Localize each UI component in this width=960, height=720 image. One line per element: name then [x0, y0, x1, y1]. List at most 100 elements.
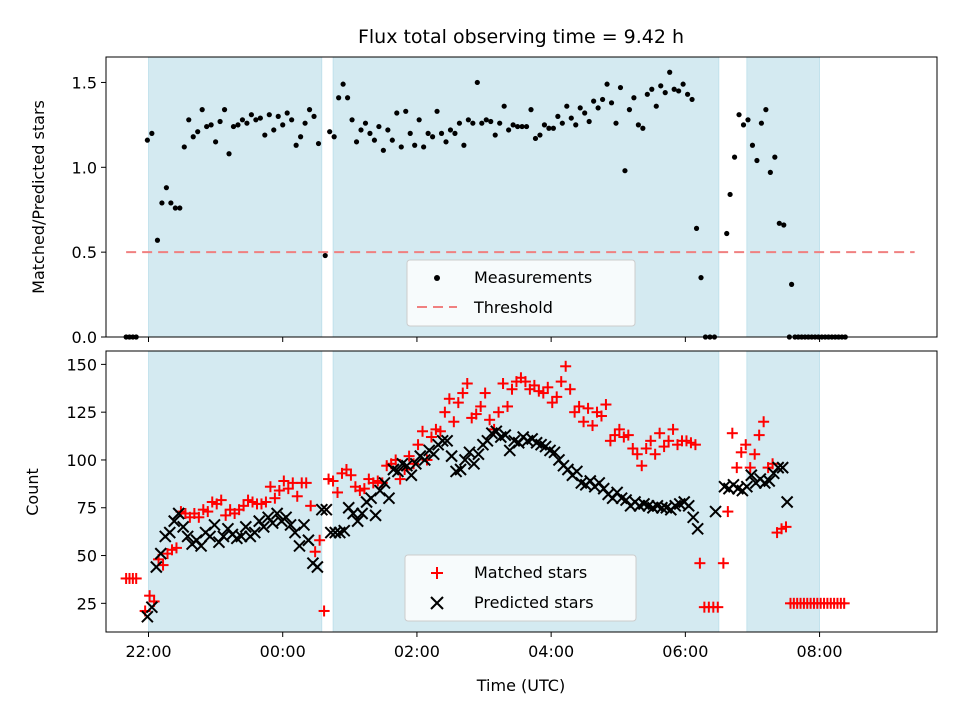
matched-point — [434, 425, 446, 437]
top-y-tick-label: 0.5 — [72, 243, 97, 262]
bottom-x-axis-ticks: 22:00 00:00 02:00 04:00 06:00 08:00 — [125, 632, 843, 661]
matched-point — [425, 431, 437, 443]
measurement-point — [452, 130, 458, 136]
measurement-point — [407, 130, 413, 136]
matched-point — [193, 511, 205, 523]
bottom-y-tick-label: 125 — [66, 403, 97, 422]
bottom-y-tick-label: 75 — [77, 499, 97, 518]
predicted-point — [168, 514, 181, 528]
predicted-point — [771, 461, 785, 474]
matched-point — [327, 475, 339, 487]
predicted-point — [382, 491, 396, 505]
measurement-point — [514, 123, 521, 130]
matched-point — [502, 400, 514, 412]
matched-point — [269, 492, 281, 504]
bottom-shaded-interval-0 — [148, 350, 323, 633]
matched-point — [220, 509, 232, 521]
x-tick-label: 02:00 — [394, 642, 440, 661]
matched-point — [735, 446, 747, 458]
bottom-y-tick-label: 25 — [77, 594, 97, 613]
measurement-point — [154, 237, 161, 243]
predicted-point — [338, 524, 351, 537]
predicted-point — [745, 469, 758, 482]
measurement-point — [380, 147, 386, 153]
measurement-point — [331, 134, 337, 140]
matched-point — [551, 391, 563, 403]
predicted-point — [346, 507, 360, 520]
predicted-point — [235, 530, 248, 543]
predicted-point — [239, 520, 253, 534]
measurement-point — [492, 132, 498, 138]
matched-point — [740, 439, 752, 451]
matched-point — [600, 399, 612, 411]
measurement-point — [293, 142, 299, 148]
bottom-panel: 25 50 75 100 125 150 22:00 00:00 02:00 04:00 06:0… — [23, 350, 938, 695]
measurement-point — [429, 134, 436, 140]
predicted-point — [297, 518, 311, 532]
matched-point — [144, 590, 156, 602]
measurement-point — [208, 122, 214, 128]
matched-point — [278, 475, 290, 487]
measurement-point — [644, 91, 650, 97]
measurement-point — [470, 120, 476, 126]
measurement-point — [416, 117, 422, 123]
matched-point — [519, 376, 531, 388]
matched-point — [461, 377, 473, 389]
bottom-y-axis-ticks: 25 50 75 100 125 150 — [66, 355, 106, 613]
measurement-point — [662, 90, 668, 96]
predicted-point — [181, 530, 194, 543]
matched-point — [640, 442, 652, 454]
measurement-point — [617, 84, 624, 91]
predicted-stars-points — [141, 425, 794, 623]
top-y-tick-label: 1.0 — [72, 158, 97, 177]
predicted-point — [141, 610, 154, 623]
measurement-point — [412, 142, 418, 148]
measurement-point — [284, 110, 290, 116]
predicted-point — [311, 560, 324, 574]
matched-point — [309, 546, 321, 558]
top-y-axis-ticks: 0.0 0.5 1.0 1.5 — [72, 73, 106, 347]
measurement-point — [322, 252, 328, 259]
measurement-point — [698, 275, 704, 281]
predicted-point — [440, 434, 454, 448]
top-legend: Measurements Threshold — [406, 259, 636, 327]
measurement-point — [461, 142, 467, 148]
x-tick-label: 00:00 — [260, 642, 306, 661]
measurement-point — [568, 115, 574, 121]
measurement-point — [253, 117, 259, 123]
top-chart-title: Flux total observing time = 9.42 h — [358, 26, 684, 48]
measurement-point — [772, 154, 778, 160]
measurement-point — [532, 135, 539, 142]
predicted-point — [315, 503, 329, 516]
matched-point — [340, 464, 352, 476]
measurement-point — [740, 122, 747, 128]
top-measurement-points — [123, 69, 848, 340]
predicted-point — [351, 514, 364, 528]
measurement-point — [230, 123, 237, 130]
matched-point — [744, 462, 756, 474]
measurement-point — [546, 125, 552, 131]
measurement-point — [680, 81, 686, 87]
predicted-point — [686, 511, 700, 524]
matched-point — [202, 506, 214, 518]
matched-point — [627, 442, 639, 454]
measurement-point — [506, 127, 512, 133]
matched-point — [273, 485, 285, 497]
x-tick-label: 06:00 — [662, 642, 708, 661]
predicted-point — [472, 448, 485, 461]
measurement-point — [767, 169, 773, 175]
matched-point — [838, 597, 850, 609]
bottom-axes-frame — [105, 350, 938, 633]
matched-point — [649, 448, 661, 460]
measurement-point — [172, 205, 178, 211]
matched-point — [305, 500, 317, 512]
measurement-point — [239, 117, 246, 123]
measurement-point — [749, 142, 756, 148]
predicted-point — [302, 534, 315, 547]
matched-point — [452, 397, 464, 409]
measurement-point — [340, 81, 346, 87]
predicted-point — [763, 474, 776, 488]
measurement-point — [497, 120, 503, 126]
matched-point — [130, 572, 142, 584]
